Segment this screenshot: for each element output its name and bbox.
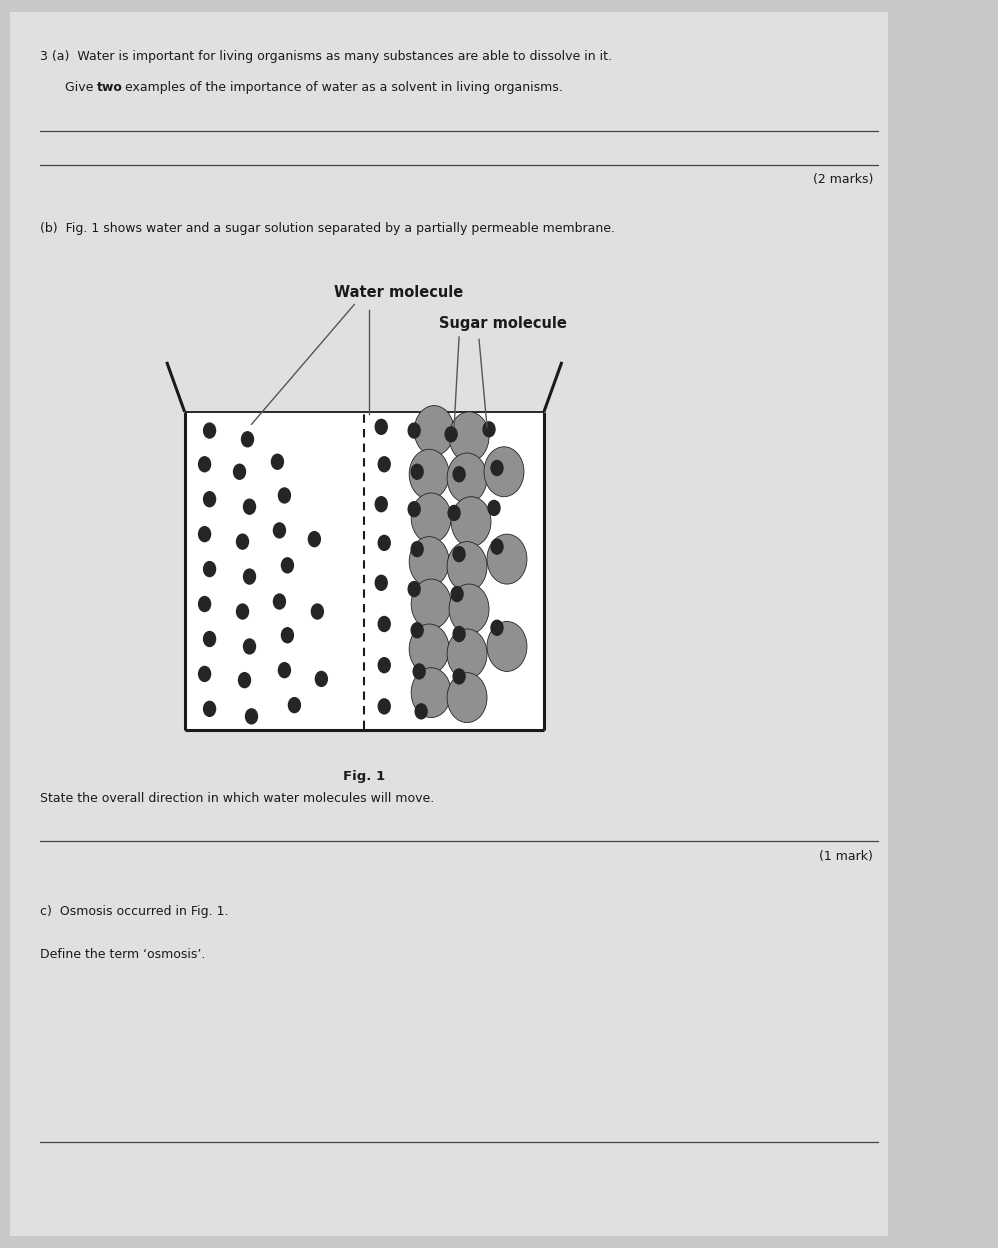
Circle shape <box>308 532 320 547</box>
Circle shape <box>453 547 465 562</box>
Circle shape <box>278 488 290 503</box>
Circle shape <box>453 626 465 641</box>
Text: c)  Osmosis occurred in Fig. 1.: c) Osmosis occurred in Fig. 1. <box>40 905 229 917</box>
Circle shape <box>449 584 489 634</box>
Circle shape <box>237 534 249 549</box>
Circle shape <box>488 500 500 515</box>
Text: Fig. 1: Fig. 1 <box>343 770 385 782</box>
Circle shape <box>453 669 465 684</box>
Circle shape <box>451 587 463 602</box>
Circle shape <box>415 704 427 719</box>
Circle shape <box>447 542 487 592</box>
Circle shape <box>239 673 250 688</box>
Circle shape <box>288 698 300 713</box>
Circle shape <box>315 671 327 686</box>
Circle shape <box>411 542 423 557</box>
Circle shape <box>408 502 420 517</box>
Circle shape <box>411 623 423 638</box>
Circle shape <box>204 631 216 646</box>
Circle shape <box>487 534 527 584</box>
Circle shape <box>484 447 524 497</box>
Circle shape <box>281 628 293 643</box>
Circle shape <box>487 622 527 671</box>
Circle shape <box>449 412 489 462</box>
Circle shape <box>447 673 487 723</box>
Circle shape <box>199 597 211 612</box>
Text: (1 mark): (1 mark) <box>819 850 873 862</box>
Circle shape <box>204 492 216 507</box>
Circle shape <box>378 699 390 714</box>
Text: (2 marks): (2 marks) <box>813 173 873 186</box>
Circle shape <box>411 493 451 543</box>
Circle shape <box>244 499 255 514</box>
Circle shape <box>448 505 460 520</box>
Circle shape <box>378 617 390 631</box>
Text: Water molecule: Water molecule <box>334 285 464 300</box>
Circle shape <box>409 449 449 499</box>
Circle shape <box>204 423 216 438</box>
Circle shape <box>413 664 425 679</box>
Circle shape <box>375 497 387 512</box>
Circle shape <box>246 709 257 724</box>
Text: (b)  Fig. 1 shows water and a sugar solution separated by a partially permeable : (b) Fig. 1 shows water and a sugar solut… <box>40 222 615 235</box>
Circle shape <box>237 604 249 619</box>
Circle shape <box>483 422 495 437</box>
Circle shape <box>408 582 420 597</box>
Circle shape <box>378 535 390 550</box>
Circle shape <box>199 527 211 542</box>
Circle shape <box>451 497 491 547</box>
Circle shape <box>411 668 451 718</box>
Circle shape <box>244 569 255 584</box>
Circle shape <box>375 419 387 434</box>
Circle shape <box>445 427 457 442</box>
Bar <box>186 413 543 729</box>
Circle shape <box>447 629 487 679</box>
Circle shape <box>273 523 285 538</box>
Circle shape <box>447 453 487 503</box>
Text: State the overall direction in which water molecules will move.: State the overall direction in which wat… <box>40 792 434 805</box>
Text: examples of the importance of water as a solvent in living organisms.: examples of the importance of water as a… <box>121 81 563 94</box>
Circle shape <box>199 457 211 472</box>
Circle shape <box>375 575 387 590</box>
Circle shape <box>491 461 503 475</box>
Circle shape <box>244 639 255 654</box>
Circle shape <box>378 658 390 673</box>
Text: Define the term ‘osmosis’.: Define the term ‘osmosis’. <box>40 948 206 961</box>
Circle shape <box>491 539 503 554</box>
Circle shape <box>414 406 454 456</box>
Circle shape <box>234 464 246 479</box>
Text: two: two <box>97 81 123 94</box>
Circle shape <box>273 594 285 609</box>
Circle shape <box>409 537 449 587</box>
Circle shape <box>408 423 420 438</box>
Circle shape <box>311 604 323 619</box>
Circle shape <box>204 562 216 577</box>
Circle shape <box>242 432 253 447</box>
Circle shape <box>199 666 211 681</box>
Circle shape <box>491 620 503 635</box>
FancyBboxPatch shape <box>10 12 888 1236</box>
Text: Give: Give <box>65 81 97 94</box>
Text: Sugar molecule: Sugar molecule <box>439 316 567 331</box>
Circle shape <box>453 467 465 482</box>
Circle shape <box>411 464 423 479</box>
Circle shape <box>204 701 216 716</box>
Circle shape <box>271 454 283 469</box>
Circle shape <box>411 579 451 629</box>
Circle shape <box>278 663 290 678</box>
Circle shape <box>378 457 390 472</box>
Circle shape <box>409 624 449 674</box>
Circle shape <box>281 558 293 573</box>
Text: 3 (a)  Water is important for living organisms as many substances are able to di: 3 (a) Water is important for living orga… <box>40 50 612 62</box>
